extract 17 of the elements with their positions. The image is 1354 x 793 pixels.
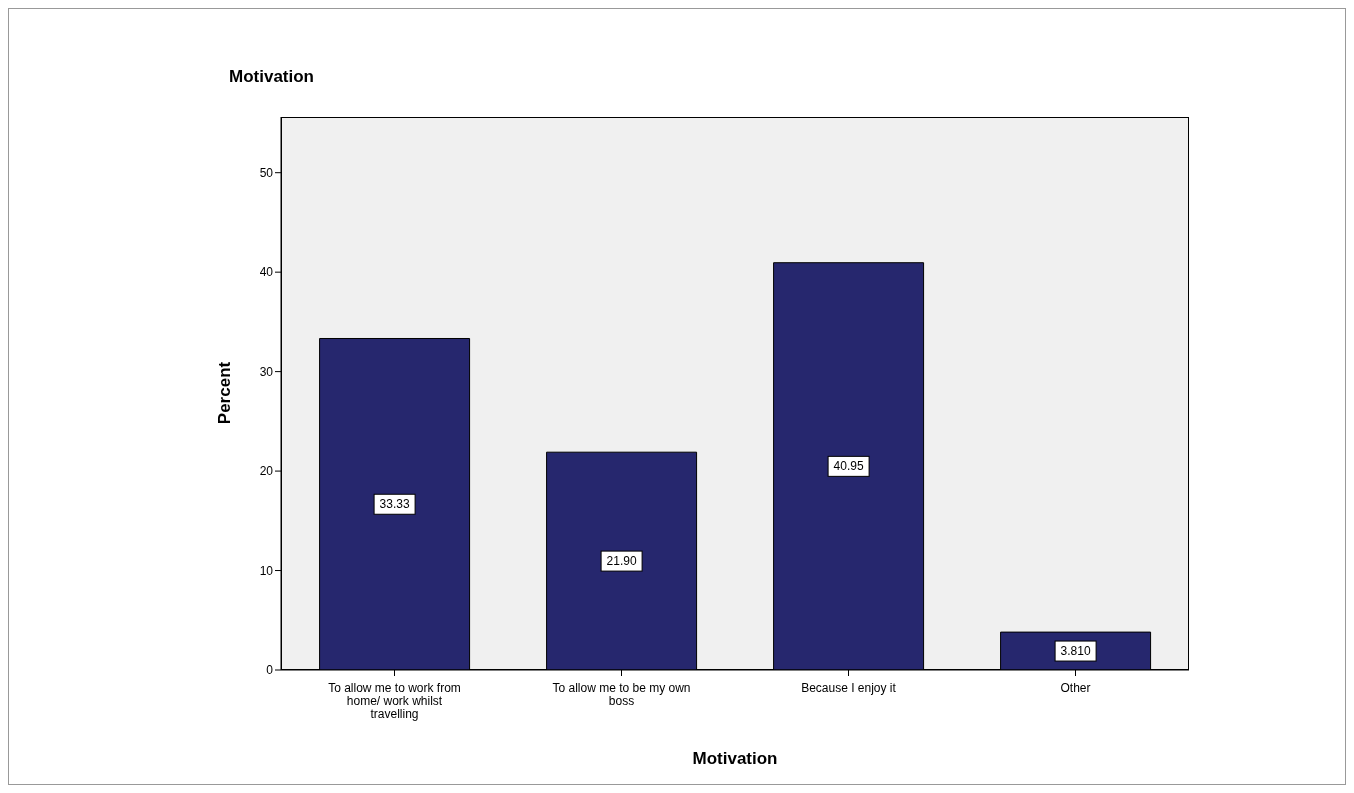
data-label: 40.95 bbox=[833, 459, 864, 474]
x-tick-label: To allow me to work from home/ work whilst travelling bbox=[328, 681, 461, 721]
chart-title: Motivation bbox=[229, 67, 314, 87]
y-tick-label: 0 bbox=[266, 663, 274, 678]
data-label: 33.33 bbox=[379, 497, 410, 512]
x-axis-title: Motivation bbox=[691, 749, 779, 769]
y-tick-label: 20 bbox=[259, 464, 274, 479]
y-tick-label: 40 bbox=[259, 265, 274, 280]
y-tick-label: 30 bbox=[259, 364, 274, 379]
data-label: 21.90 bbox=[606, 554, 637, 569]
x-tick-label: To allow me to be my own boss bbox=[552, 681, 691, 708]
y-axis-title: Percent bbox=[215, 360, 235, 426]
data-label: 3.810 bbox=[1060, 644, 1091, 659]
y-tick-label: 10 bbox=[259, 563, 274, 578]
y-tick-label: 50 bbox=[259, 165, 274, 180]
x-tick-label: Other bbox=[1060, 681, 1091, 695]
x-tick-label: Because I enjoy it bbox=[801, 681, 897, 695]
